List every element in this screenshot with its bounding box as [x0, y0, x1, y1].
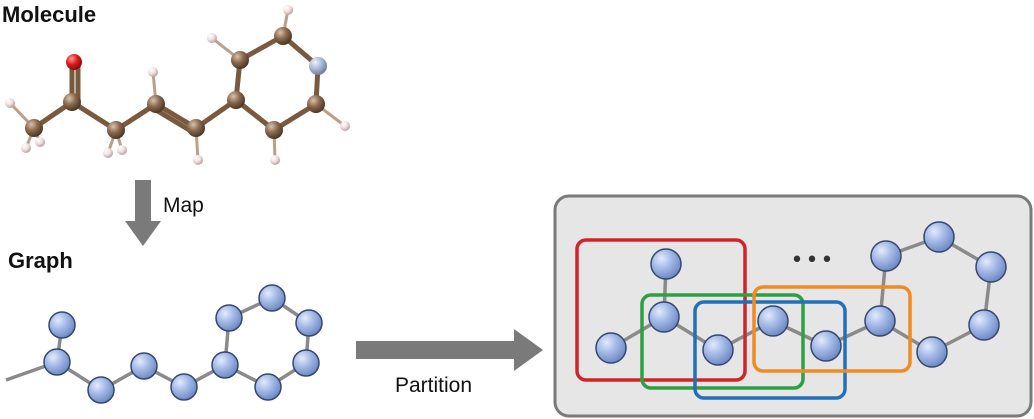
graph-heading: Graph: [8, 248, 73, 273]
molecule-heading: Molecule: [2, 2, 97, 27]
nitrogen-atom: [309, 57, 327, 75]
graph-node: [757, 305, 789, 337]
partition-box-orange: [752, 285, 912, 373]
graph-node: [650, 248, 682, 280]
graph-node: [258, 284, 286, 312]
molecule-model: [5, 5, 350, 165]
graph-node: [648, 301, 680, 333]
graph-node: [170, 373, 198, 401]
graph-node: [870, 240, 902, 272]
ellipsis-text: •••: [791, 248, 836, 273]
molecular-graph: [5, 284, 323, 404]
graph-node: [864, 305, 896, 337]
graph-node: [702, 334, 734, 366]
map-arrow: [125, 180, 161, 246]
graph-node: [87, 376, 115, 404]
graph-node: [48, 311, 76, 339]
graph-node: [292, 349, 320, 377]
partition-boxes: [575, 238, 912, 400]
map-label: Map: [163, 194, 204, 217]
hydrogen-atoms: [5, 5, 350, 165]
graph-nodes: [43, 284, 323, 404]
carbon-atoms: [25, 27, 325, 139]
graph-node: [975, 251, 1007, 283]
partition-box-green: [640, 293, 805, 390]
oxygen-atom: [66, 54, 82, 70]
graph-node: [211, 351, 239, 379]
partition-panel: •••: [553, 194, 1033, 418]
partition-label: Partition: [395, 374, 473, 397]
partition-box-red: [575, 238, 747, 382]
graph-node: [923, 221, 955, 253]
graph-node: [295, 309, 323, 337]
partition-box-blue: [693, 300, 847, 400]
graph-node: [254, 373, 282, 401]
partition-arrow: [356, 329, 543, 371]
panel-graph-nodes: [595, 221, 1007, 368]
graph-node: [130, 352, 158, 380]
molecule-bonds: [8, 8, 347, 162]
graph-node: [43, 348, 71, 376]
graph-node: [968, 309, 1000, 341]
graph-node: [595, 332, 627, 364]
graph-node: [215, 304, 243, 332]
graph-node: [916, 336, 948, 368]
graph-node: [810, 330, 842, 362]
